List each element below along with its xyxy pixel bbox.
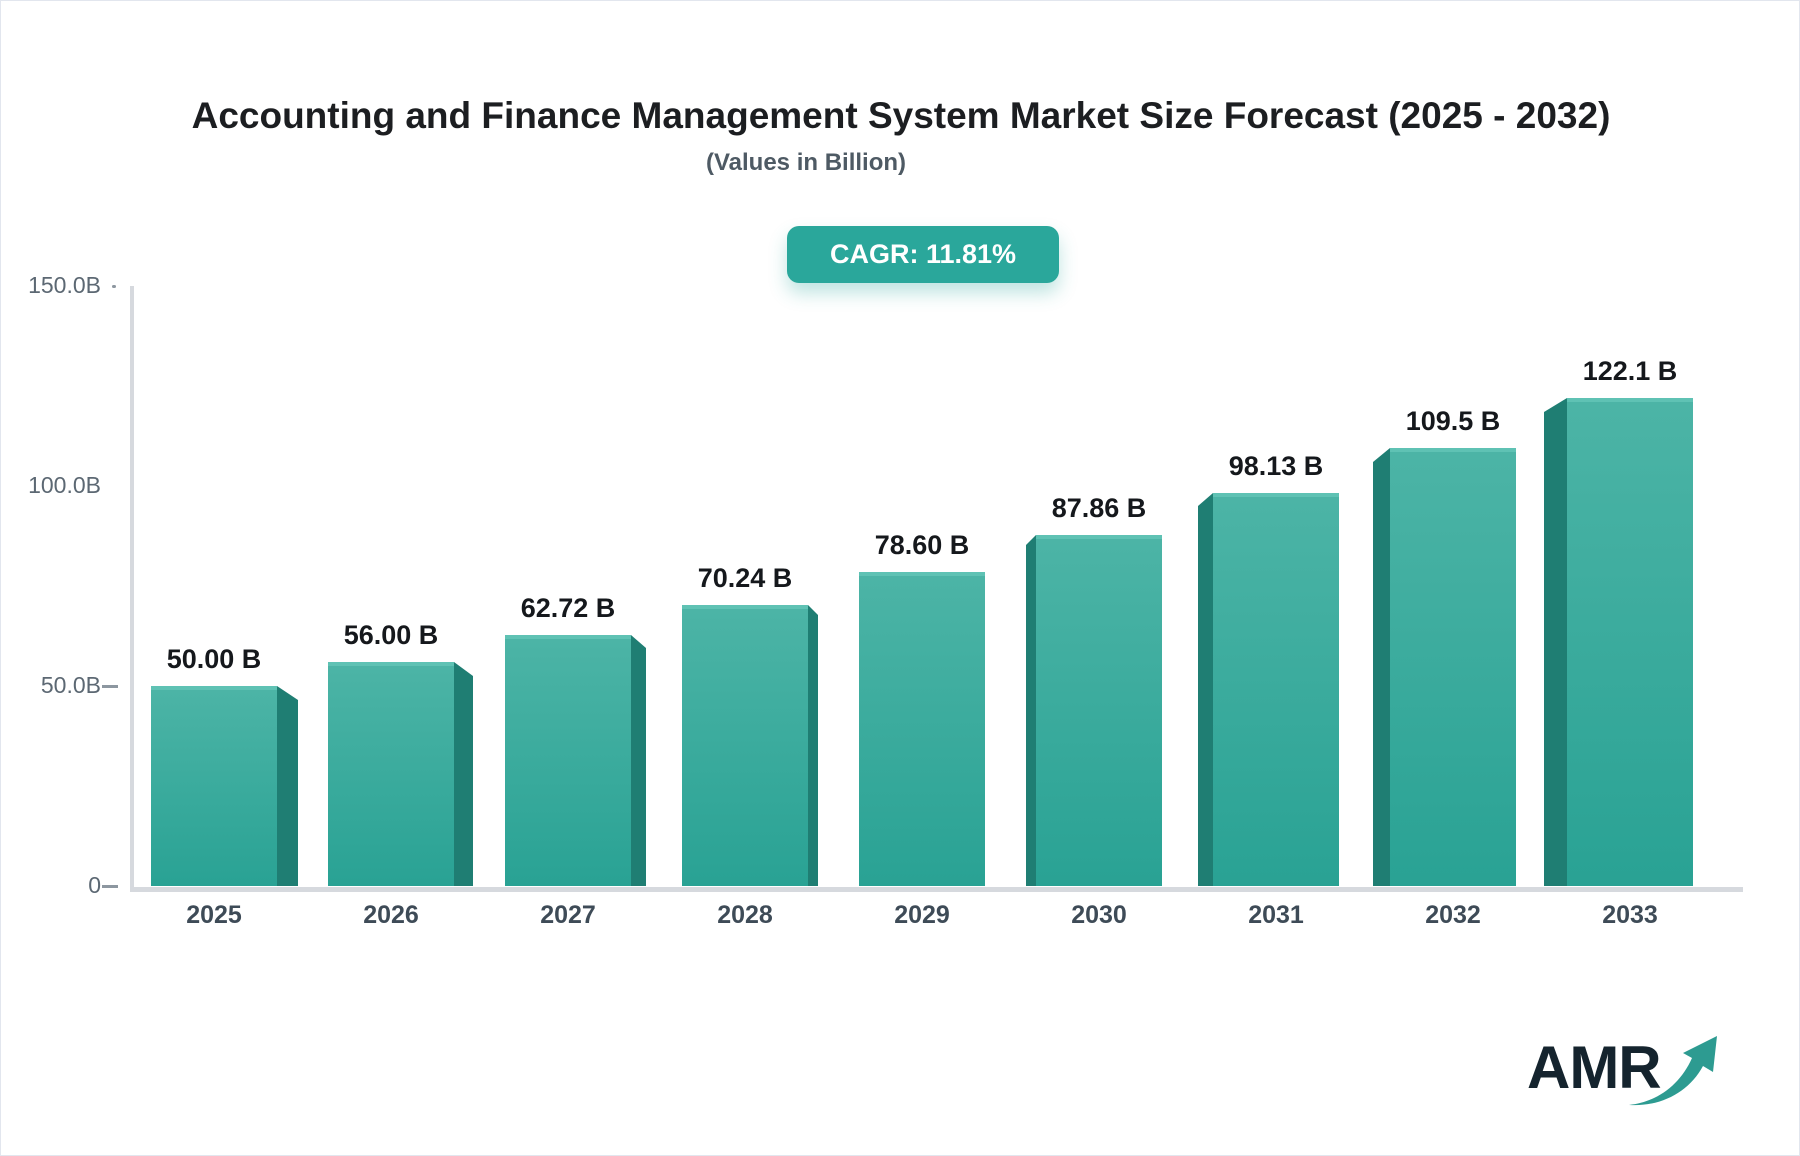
bar-3d-side xyxy=(1544,398,1567,886)
y-axis-tick-label: 0 xyxy=(88,872,101,898)
bar-value-label: 78.60 B xyxy=(874,530,970,560)
y-axis-tick-mark xyxy=(112,285,116,288)
bar-2030[interactable] xyxy=(1036,535,1162,886)
bar-2029[interactable] xyxy=(859,572,985,886)
x-axis-label-2030: 2030 xyxy=(1071,901,1127,929)
y-axis-tick-mark xyxy=(102,685,118,688)
bar-value-label: 56.00 B xyxy=(343,620,439,650)
bar-2033[interactable] xyxy=(1567,398,1693,886)
y-axis-tick-label: 50.0B xyxy=(40,672,101,698)
y-axis-tick-label: 100.0B xyxy=(28,472,101,498)
y-axis-tick-mark xyxy=(102,885,118,888)
x-axis-label-2033: 2033 xyxy=(1602,901,1658,929)
amr-logo-text: AMR xyxy=(1527,1034,1662,1101)
amr-logo: AMR xyxy=(1527,1033,1717,1123)
bar-2032[interactable] xyxy=(1390,448,1516,886)
bar-3d-side xyxy=(808,605,818,886)
cagr-badge: CAGR: 11.81% xyxy=(787,226,1059,283)
bar-3d-side xyxy=(631,635,646,886)
x-axis-label-2028: 2028 xyxy=(717,901,773,929)
bar-2026[interactable] xyxy=(328,662,454,886)
bar-value-label: 70.24 B xyxy=(697,563,793,593)
bar-2028[interactable] xyxy=(682,605,808,886)
x-axis-label-2027: 2027 xyxy=(540,901,596,929)
x-axis-label-2032: 2032 xyxy=(1425,901,1481,929)
y-axis-tick-label: 150.0B xyxy=(28,272,101,298)
bar-value-label: 62.72 B xyxy=(520,593,616,623)
x-axis-label-2025: 2025 xyxy=(186,901,242,929)
bar-3d-side xyxy=(277,686,298,886)
bar-2025[interactable] xyxy=(151,686,277,886)
growth-arrow-icon xyxy=(1629,1036,1717,1106)
bar-2027[interactable] xyxy=(505,635,631,886)
bar-value-label: 50.00 B xyxy=(166,644,262,674)
bar-2031[interactable] xyxy=(1213,493,1339,886)
bar-3d-side xyxy=(454,662,473,886)
x-axis-label-2026: 2026 xyxy=(363,901,419,929)
bar-value-label: 109.5 B xyxy=(1405,406,1501,436)
bar-3d-side xyxy=(1026,535,1036,886)
x-axis-label-2031: 2031 xyxy=(1248,901,1304,929)
bar-3d-side xyxy=(1373,448,1390,886)
y-axis-line xyxy=(130,286,134,890)
x-axis-label-2029: 2029 xyxy=(894,901,950,929)
chart-title: Accounting and Finance Management System… xyxy=(191,95,1611,136)
bar-3d-side xyxy=(1198,493,1213,886)
bar-value-label: 98.13 B xyxy=(1228,451,1324,481)
bar-value-label: 122.1 B xyxy=(1582,356,1678,386)
x-axis-baseline xyxy=(130,887,1743,892)
bar-value-label: 87.86 B xyxy=(1051,493,1147,523)
chart-subtitle: (Values in Billion) xyxy=(705,149,907,176)
